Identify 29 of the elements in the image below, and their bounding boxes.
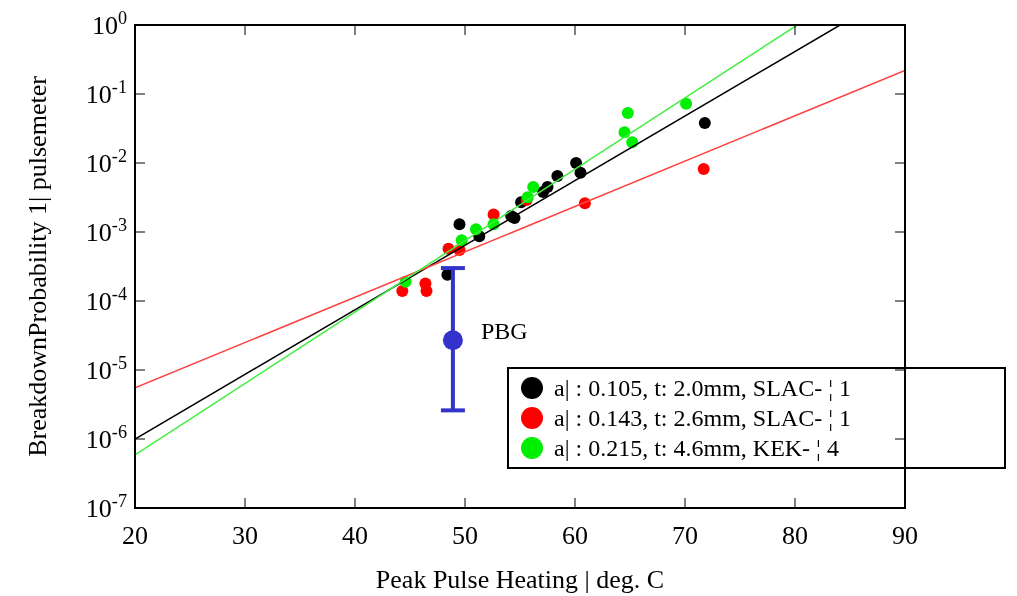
- y-tick-label: 10$^{-4}$: [85, 284, 127, 316]
- x-tick-label: 40: [342, 521, 368, 550]
- y-tick-label: 10$^{-7}$: [85, 491, 127, 523]
- x-tick-label: 70: [672, 521, 698, 550]
- point: [453, 218, 466, 231]
- x-tick-label: 90: [892, 521, 918, 550]
- x-tick-label: 80: [782, 521, 808, 550]
- x-axis-title: Peak Pulse Heating | deg. C: [375, 565, 665, 594]
- point: [680, 97, 693, 110]
- legend-label: a| : 0.143, t: 2.6mm, SLAC- ¦ 1: [554, 405, 851, 431]
- y-tick-label: 10$^{-2}$: [85, 146, 127, 178]
- x-tick-label: 30: [232, 521, 258, 550]
- y-tick-label: 10$^{-1}$: [85, 77, 127, 109]
- point: [527, 180, 540, 193]
- annotation: PBG: [480, 318, 528, 345]
- legend-label: a| : 0.105, t: 2.0mm, SLAC- ¦ 1: [554, 375, 851, 401]
- y-tick-label: 10$^{-5}$: [85, 353, 127, 385]
- x-tick-label: 20: [122, 521, 148, 550]
- x-tick-label: 60: [562, 521, 588, 550]
- point: [698, 117, 711, 129]
- legend-label: a| : 0.215, t: 4.6mm, KEK- ¦ 4: [554, 435, 839, 461]
- y-axis-title: BreakdownProbability 1| pulsemeter: [23, 75, 52, 457]
- y-tick-label: 10$^{-3}$: [85, 215, 127, 247]
- y-tick-label: 10$^{-6}$: [85, 422, 127, 454]
- point: [442, 330, 463, 351]
- x-tick-label: 50: [452, 521, 478, 550]
- y-tick-label: 10$^{0}$: [91, 8, 127, 40]
- point: [621, 107, 634, 120]
- point: [697, 162, 710, 175]
